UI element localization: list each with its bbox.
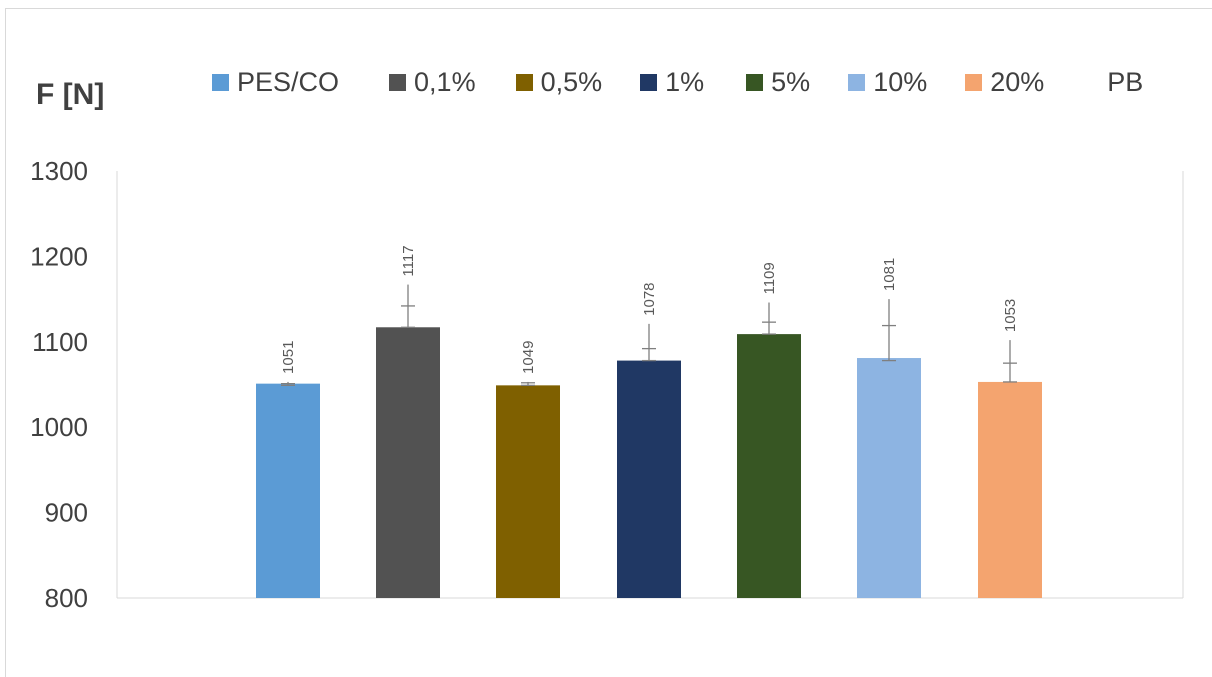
- legend-swatch: [640, 73, 658, 91]
- legend-label: 5%: [771, 66, 811, 97]
- legend-item: PB: [1082, 67, 1143, 98]
- legend-swatch: [965, 73, 983, 91]
- legend-swatch: [515, 73, 533, 91]
- legend-item: 1%: [640, 67, 704, 98]
- legend-item: PES/CO: [212, 67, 339, 98]
- legend-swatch: [389, 73, 407, 91]
- y-tick-label: 1100: [32, 327, 88, 357]
- data-label: 1081: [881, 258, 898, 291]
- legend-label: 1%: [665, 66, 705, 97]
- legend-label: PES/CO: [237, 66, 340, 97]
- bar: [737, 334, 801, 598]
- bar: [376, 327, 440, 598]
- legend-label: 0,5%: [540, 66, 603, 97]
- data-label: 1049: [520, 341, 537, 374]
- y-tick-label: 1300: [30, 156, 88, 186]
- data-label: 1109: [761, 262, 778, 294]
- y-tick-label: 1200: [30, 241, 88, 271]
- legend-item: 0,5%: [515, 66, 603, 98]
- bar: [978, 381, 1042, 598]
- bar: [256, 383, 320, 598]
- data-label: 1117: [400, 245, 417, 276]
- legend-label: 10%: [873, 66, 928, 97]
- data-label: 1053: [1002, 299, 1019, 332]
- legend-swatch: [848, 73, 866, 91]
- y-tick-label: 900: [45, 498, 88, 528]
- y-tick-label: 1000: [30, 412, 88, 442]
- bar: [496, 385, 560, 598]
- legend-label: PB: [1107, 66, 1144, 97]
- data-label: 1078: [641, 282, 658, 315]
- legend-item: 5%: [746, 67, 810, 98]
- data-label: 1051: [280, 341, 297, 374]
- y-axis-label: F [N]: [36, 78, 105, 111]
- bar: [617, 360, 681, 598]
- bar: [857, 358, 921, 598]
- y-tick-label: 800: [45, 583, 88, 613]
- legend-item: 10%: [848, 67, 927, 98]
- legend-label: 20%: [990, 66, 1045, 97]
- legend-swatch: [212, 73, 229, 91]
- legend-swatch: [746, 73, 764, 91]
- legend-item: 20%: [965, 67, 1044, 98]
- legend: PES/CO 0,1% 0,5% 1% 5% 10% 20% PB: [212, 64, 1143, 100]
- chart-frame: [5, 8, 1212, 677]
- legend-item: 0,1%: [389, 67, 476, 98]
- legend-label: 0,1%: [414, 66, 476, 97]
